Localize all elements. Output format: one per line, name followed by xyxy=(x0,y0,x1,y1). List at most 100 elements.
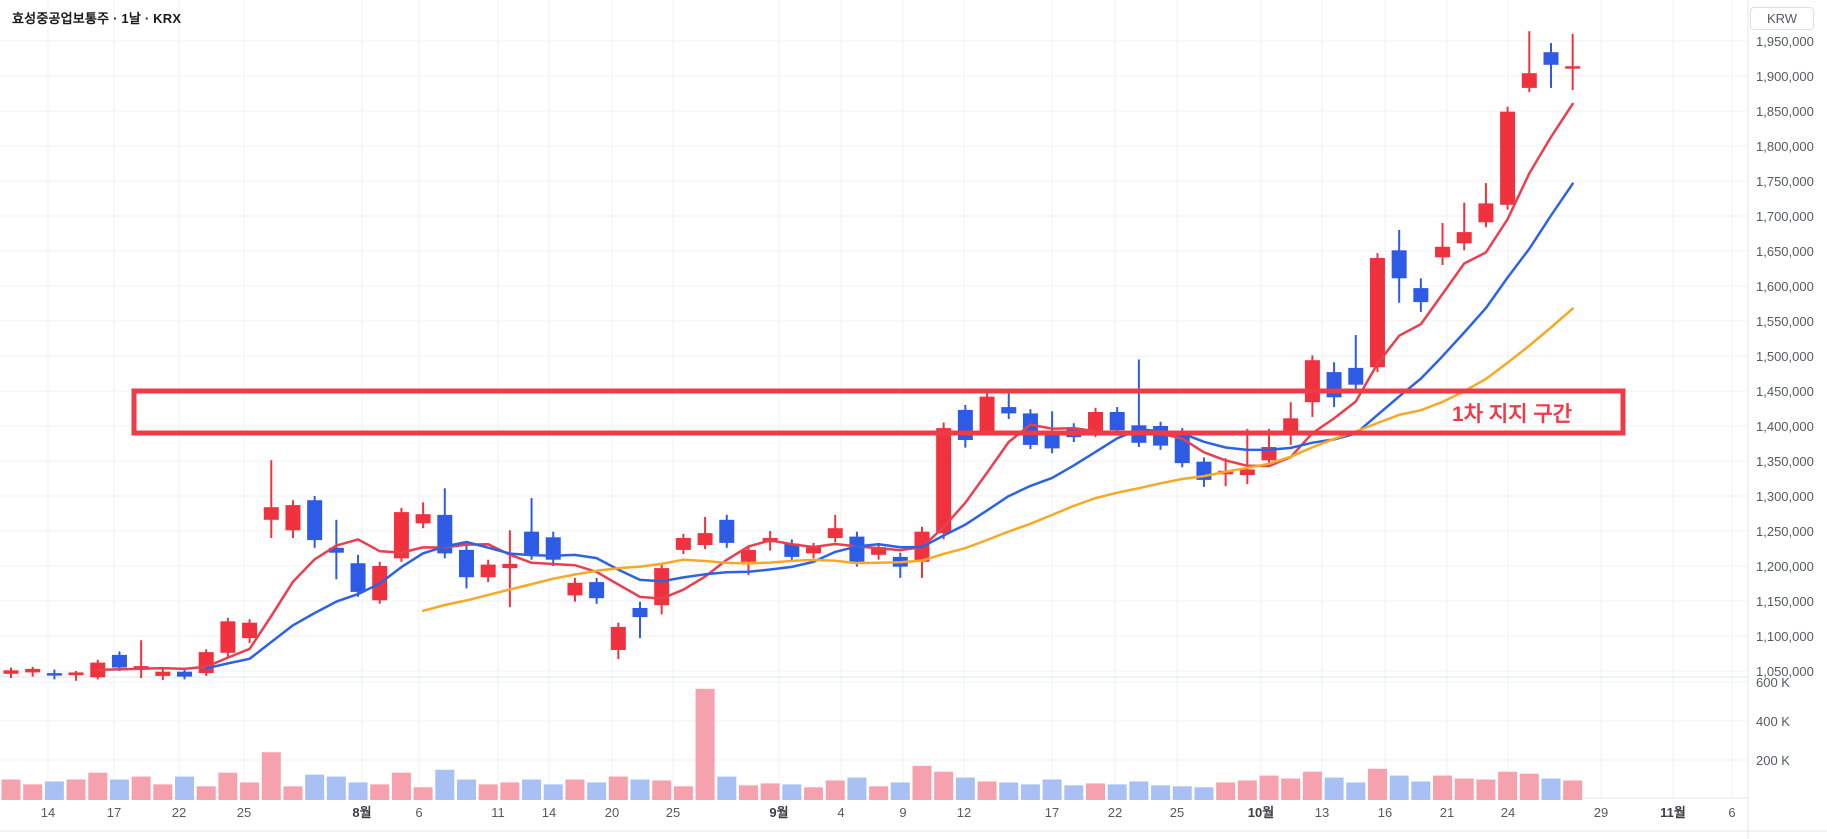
candle-body[interactable] xyxy=(740,549,756,562)
candle-body[interactable] xyxy=(1478,203,1494,223)
volume-bar[interactable] xyxy=(695,688,715,800)
volume-bar[interactable] xyxy=(608,776,628,800)
candle-body[interactable] xyxy=(1456,232,1472,244)
volume-bar[interactable] xyxy=(44,781,64,800)
candle-body[interactable] xyxy=(68,672,84,676)
candle-body[interactable] xyxy=(936,428,952,534)
volume-bar[interactable] xyxy=(1020,784,1040,800)
volume-bar[interactable] xyxy=(1454,778,1474,800)
candle-body[interactable] xyxy=(567,582,583,596)
candle-body[interactable] xyxy=(502,563,518,569)
volume-bar[interactable] xyxy=(1216,782,1236,800)
candle-body[interactable] xyxy=(849,536,865,562)
candle-body[interactable] xyxy=(328,547,344,553)
candle-body[interactable] xyxy=(25,668,41,673)
candle-body[interactable] xyxy=(285,505,301,531)
volume-bar[interactable] xyxy=(587,782,607,800)
candle-body[interactable] xyxy=(1348,367,1364,385)
volume-bar[interactable] xyxy=(1476,779,1496,801)
candle-body[interactable] xyxy=(1543,52,1559,65)
volume-bar[interactable] xyxy=(522,779,542,801)
candle-body[interactable] xyxy=(806,547,822,554)
support-zone-box[interactable] xyxy=(131,388,1626,436)
candle-body[interactable] xyxy=(675,538,691,550)
candle-body[interactable] xyxy=(1044,435,1060,449)
candle-body[interactable] xyxy=(979,396,995,432)
candle-body[interactable] xyxy=(242,622,258,639)
candle-body[interactable] xyxy=(480,564,496,578)
volume-bar[interactable] xyxy=(1541,778,1561,800)
volume-bar[interactable] xyxy=(999,782,1019,800)
volume-bar[interactable] xyxy=(912,765,932,800)
volume-bar[interactable] xyxy=(1086,783,1105,800)
volume-bar[interactable] xyxy=(565,779,585,801)
volume-bar[interactable] xyxy=(1237,780,1257,800)
candle-body[interactable] xyxy=(524,531,540,555)
volume-bar[interactable] xyxy=(456,779,476,801)
candle-body[interactable] xyxy=(307,500,323,541)
volume-bar[interactable] xyxy=(804,787,824,800)
candle-body[interactable] xyxy=(220,621,236,653)
volume-bar[interactable] xyxy=(1519,773,1539,800)
candle-body[interactable] xyxy=(1369,258,1385,368)
candle-body[interactable] xyxy=(1283,418,1299,433)
volume-bar[interactable] xyxy=(890,782,910,800)
volume-bar[interactable] xyxy=(717,776,737,800)
candle-body[interactable] xyxy=(1326,372,1342,398)
volume-bar[interactable] xyxy=(109,779,129,801)
candle-body[interactable] xyxy=(3,670,19,674)
volume-bar[interactable] xyxy=(1064,785,1084,800)
candle-body[interactable] xyxy=(1022,413,1038,445)
candle-body[interactable] xyxy=(784,543,800,557)
volume-bar[interactable] xyxy=(1433,775,1453,800)
candle-body[interactable] xyxy=(1500,111,1516,205)
volume-bar[interactable] xyxy=(1151,785,1171,800)
candle-body[interactable] xyxy=(1413,288,1429,303)
volume-bar[interactable] xyxy=(1259,775,1279,800)
volume-bar[interactable] xyxy=(1042,779,1062,801)
volume-bar[interactable] xyxy=(500,782,520,800)
volume-bar[interactable] xyxy=(955,777,975,800)
volume-bar[interactable] xyxy=(847,777,867,800)
candle-body[interactable] xyxy=(415,514,431,524)
volume-bar[interactable] xyxy=(1,779,21,801)
candle-body[interactable] xyxy=(1001,407,1017,414)
candle-body[interactable] xyxy=(589,582,605,599)
ma-line-ma10[interactable] xyxy=(204,182,1574,670)
candle-body[interactable] xyxy=(1239,469,1255,475)
candle-body[interactable] xyxy=(1088,412,1103,433)
volume-bar[interactable] xyxy=(478,784,498,800)
candle-body[interactable] xyxy=(1304,360,1320,403)
volume-bar[interactable] xyxy=(391,772,411,800)
volume-bar[interactable] xyxy=(1389,775,1409,800)
volume-bar[interactable] xyxy=(825,780,845,800)
volume-bar[interactable] xyxy=(88,772,108,800)
candle-body[interactable] xyxy=(111,654,127,668)
volume-bar[interactable] xyxy=(413,787,433,800)
currency-badge[interactable]: KRW xyxy=(1750,7,1814,30)
volume-bar[interactable] xyxy=(869,786,889,800)
candle-body[interactable] xyxy=(632,608,648,618)
volume-bar[interactable] xyxy=(1107,784,1127,800)
candle-body[interactable] xyxy=(177,671,193,677)
volume-bar[interactable] xyxy=(283,786,303,800)
candle-body[interactable] xyxy=(545,537,561,560)
volume-bar[interactable] xyxy=(175,776,195,800)
volume-bar[interactable] xyxy=(630,779,650,801)
volume-bar[interactable] xyxy=(1563,780,1583,800)
volume-bar[interactable] xyxy=(1172,786,1192,800)
candle-body[interactable] xyxy=(393,512,409,559)
candle-body[interactable] xyxy=(350,563,366,592)
volume-bar[interactable] xyxy=(435,769,455,800)
volume-bar[interactable] xyxy=(934,771,954,800)
candle-body[interactable] xyxy=(719,519,735,543)
volume-bar[interactable] xyxy=(673,786,693,800)
volume-bar[interactable] xyxy=(760,783,780,800)
volume-bar[interactable] xyxy=(131,776,151,800)
volume-bar[interactable] xyxy=(66,779,86,801)
volume-bar[interactable] xyxy=(261,752,281,800)
candle-body[interactable] xyxy=(1565,66,1581,69)
volume-bar[interactable] xyxy=(153,784,173,800)
volume-bar[interactable] xyxy=(1411,781,1431,800)
